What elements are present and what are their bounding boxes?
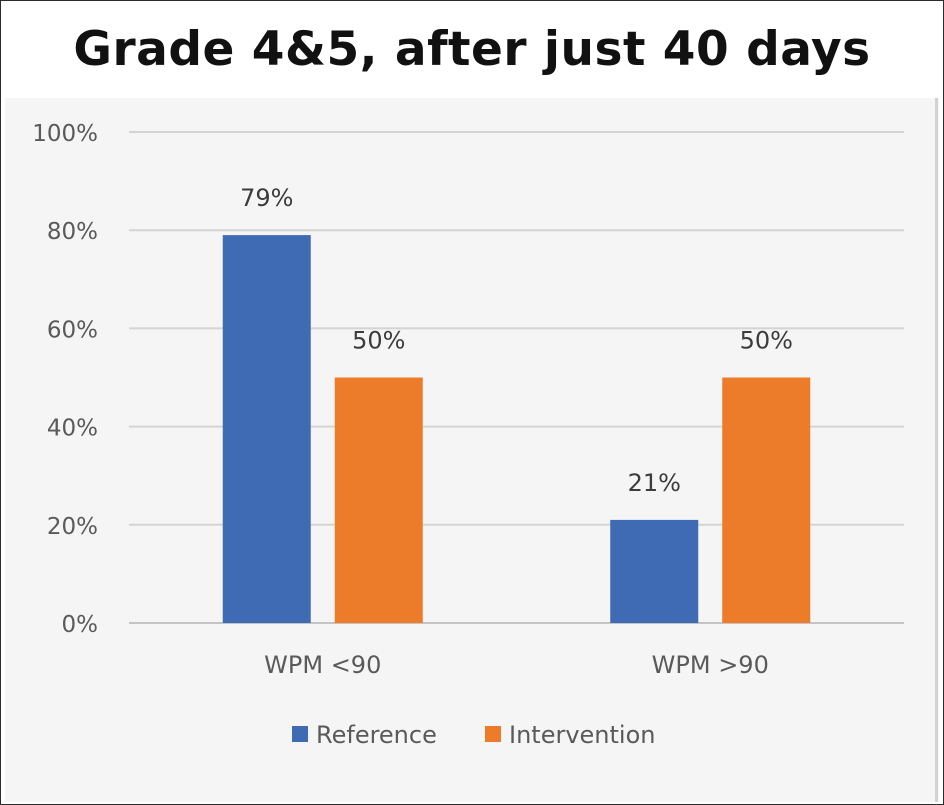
data-label: 21%	[628, 469, 681, 497]
data-label: 50%	[352, 327, 405, 355]
data-label: 50%	[740, 327, 793, 355]
legend-swatch-reference	[292, 726, 308, 742]
legend-label: Reference	[316, 721, 437, 749]
plot-right-edge	[935, 98, 938, 802]
bar-reference	[610, 519, 699, 623]
y-tick-label: 0%	[62, 612, 99, 638]
y-tick-label: 60%	[47, 317, 98, 343]
y-tick-label: 40%	[47, 416, 98, 442]
legend-swatch-intervention	[485, 726, 501, 742]
y-tick-label: 80%	[47, 219, 98, 245]
data-label: 79%	[240, 184, 293, 212]
legend-label: Intervention	[509, 721, 655, 749]
bar-intervention	[334, 377, 423, 623]
y-tick-label: 20%	[47, 514, 98, 540]
y-tick-label: 100%	[32, 121, 98, 147]
bar-reference	[222, 235, 311, 624]
chart-title: Grade 4&5, after just 40 days	[73, 22, 871, 77]
x-category-label: WPM <90	[264, 651, 381, 679]
x-category-label: WPM >90	[652, 651, 769, 679]
bar-intervention	[722, 377, 811, 623]
title-bar: Grade 4&5, after just 40 days	[1, 1, 943, 98]
